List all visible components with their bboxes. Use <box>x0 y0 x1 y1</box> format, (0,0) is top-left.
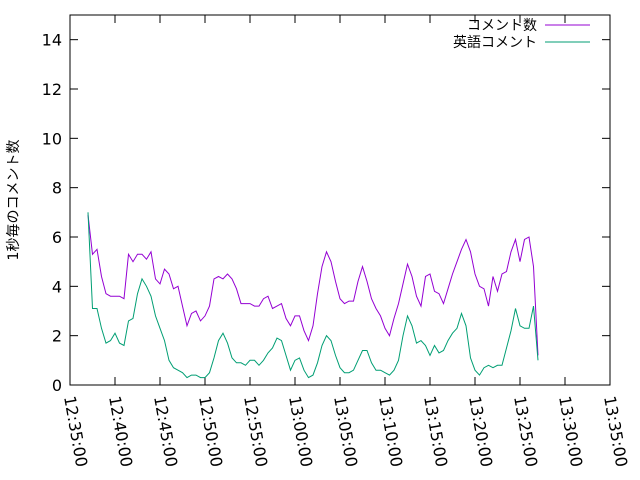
y-tick-label: 12 <box>42 80 62 99</box>
y-tick-label: 4 <box>52 277 62 296</box>
y-tick-label: 10 <box>42 129 62 148</box>
y-tick-label: 14 <box>42 31 62 50</box>
series-line-1 <box>87 214 539 356</box>
y-axis-title: 1秒毎のコメント数 <box>6 140 22 261</box>
y-tick-label: 2 <box>52 327 62 346</box>
series-layer <box>87 212 539 379</box>
y-axis: 0 2 4 6 8 10 12 14 <box>42 31 610 395</box>
series-line-2 <box>87 212 539 379</box>
legend-label-1: コメント数 <box>467 18 537 34</box>
legend-label-2: 英語コメント <box>453 34 537 51</box>
y-tick-label: 8 <box>52 179 62 198</box>
y-tick-label: 0 <box>52 376 62 395</box>
y-tick-label: 6 <box>52 228 62 247</box>
